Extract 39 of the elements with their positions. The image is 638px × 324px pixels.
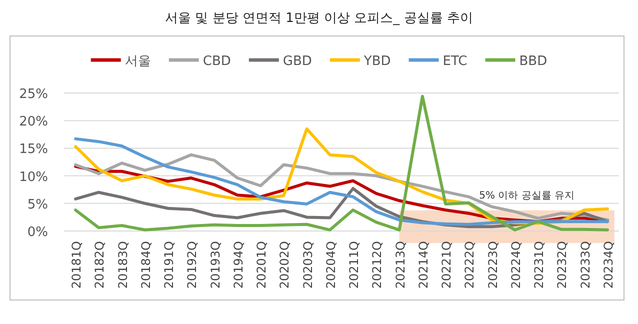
y-tick-label: 20% bbox=[19, 114, 48, 130]
x-tick-label: 20203Q bbox=[300, 241, 315, 289]
x-tick-label: 20223Q bbox=[486, 241, 500, 289]
x-tick-label: 20231Q bbox=[532, 241, 546, 289]
y-tick-label: 5% bbox=[27, 197, 48, 212]
x-tick-label: 20192Q bbox=[185, 241, 200, 289]
legend-label: ETC bbox=[442, 54, 468, 69]
x-tick-label: 20183Q bbox=[116, 241, 130, 289]
legend-label: YBD bbox=[362, 54, 391, 69]
y-tick-label: 10% bbox=[19, 170, 48, 185]
y-tick-label: 25% bbox=[19, 87, 48, 102]
x-tick-label: 20191Q bbox=[162, 241, 176, 289]
x-tick-label: 20234Q bbox=[601, 241, 616, 289]
x-tick-label: 20181Q bbox=[70, 241, 84, 289]
x-tick-label: 20193Q bbox=[208, 241, 222, 289]
x-tick-label: 20232Q bbox=[555, 241, 570, 289]
legend-label: CBD bbox=[202, 54, 231, 69]
y-tick-label: 15% bbox=[19, 142, 48, 158]
x-tick-label: 20194Q bbox=[231, 241, 246, 289]
x-tick-label: 20213Q bbox=[393, 241, 408, 289]
band-label: 5% 이하 공실률 유지 bbox=[479, 190, 575, 202]
x-tick-label: 20204Q bbox=[324, 241, 338, 289]
legend-label: BBD bbox=[519, 54, 548, 69]
x-tick-label: 20211Q bbox=[347, 241, 362, 289]
line-series bbox=[74, 94, 609, 232]
y-tick-label: 0% bbox=[27, 225, 48, 240]
x-tick-label: 20202Q bbox=[278, 241, 292, 289]
x-tick-label: 20222Q bbox=[462, 241, 477, 289]
x-tick-label: 20201Q bbox=[254, 241, 269, 289]
legend-label: GBD bbox=[282, 54, 312, 69]
x-tick-label: 20212Q bbox=[370, 241, 384, 289]
chart-title: 서울 및 분당 연면적 1만평 이상 오피스_ 공실률 추이 bbox=[165, 11, 473, 26]
x-tick-label: 20184Q bbox=[138, 241, 153, 289]
x-tick-label: 20221Q bbox=[440, 241, 454, 289]
x-tick-label: 20224Q bbox=[508, 241, 523, 289]
x-tick-label: 20182Q bbox=[92, 241, 107, 289]
legend-label: 서울 bbox=[124, 54, 151, 69]
x-tick-label: 20214Q bbox=[416, 241, 430, 289]
x-tick-label: 20233Q bbox=[578, 241, 592, 289]
